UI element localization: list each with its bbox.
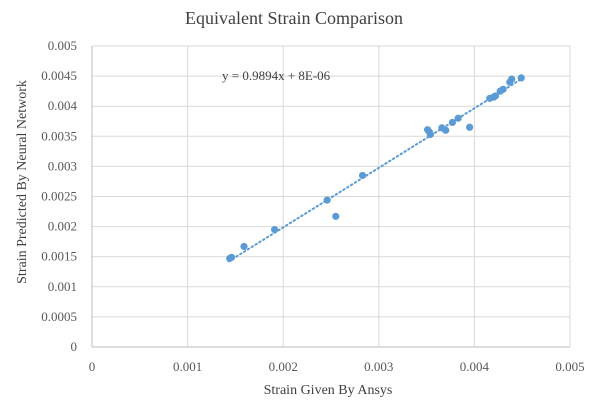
data-point [454, 114, 462, 122]
y-tick-label: 0.0045 [41, 68, 77, 83]
data-point [499, 85, 507, 93]
x-tick-label: 0 [89, 359, 96, 374]
data-point [425, 128, 434, 136]
x-tick-label: 0.002 [269, 359, 298, 374]
y-axis-title: Strain Predicted By Neural Network [15, 80, 30, 284]
y-tick-labels: 0 0.0005 0.001 0.0015 0.002 0.0025 0.003 0.0035… [41, 38, 77, 354]
chart-title: Equivalent Strain Comparison [185, 8, 403, 28]
data-point [448, 118, 457, 127]
x-tick-label: 0.003 [364, 359, 393, 374]
data-point [508, 75, 516, 83]
data-point [227, 253, 236, 261]
x-axis-title: Strain Given By Ansys [264, 383, 393, 398]
data-point [466, 123, 474, 131]
data-point [491, 92, 500, 100]
trendline [227, 78, 523, 263]
trendline-group [227, 78, 523, 263]
y-tick-label: 0 [71, 339, 78, 354]
data-point [270, 226, 279, 234]
y-tick-label: 0.0035 [41, 128, 77, 143]
y-tick-label: 0.005 [48, 38, 77, 53]
x-tick-labels: 0 0.001 0.002 0.003 0.004 0.005 [89, 359, 585, 374]
axes [91, 46, 570, 348]
x-tick-label: 0.004 [460, 359, 490, 374]
y-tick-label: 0.002 [48, 219, 77, 234]
data-point [442, 126, 450, 134]
y-tick-label: 0.004 [48, 98, 78, 113]
data-point [358, 171, 367, 180]
data-point [240, 242, 248, 251]
y-tick-label: 0.0015 [41, 249, 77, 264]
y-tick-label: 0.0005 [41, 309, 77, 324]
y-tick-label: 0.001 [48, 279, 77, 294]
data-point [332, 212, 340, 220]
data-points [226, 74, 525, 263]
x-tick-label: 0.001 [173, 359, 202, 374]
x-tick-label: 0.005 [555, 359, 584, 374]
y-tick-label: 0.0025 [41, 189, 77, 204]
trendline-equation: y = 0.9894x + 8E-06 [222, 68, 331, 83]
data-point [323, 196, 331, 204]
grid-lines [92, 45, 571, 347]
y-tick-label: 0.003 [48, 158, 77, 173]
data-point [517, 74, 525, 82]
